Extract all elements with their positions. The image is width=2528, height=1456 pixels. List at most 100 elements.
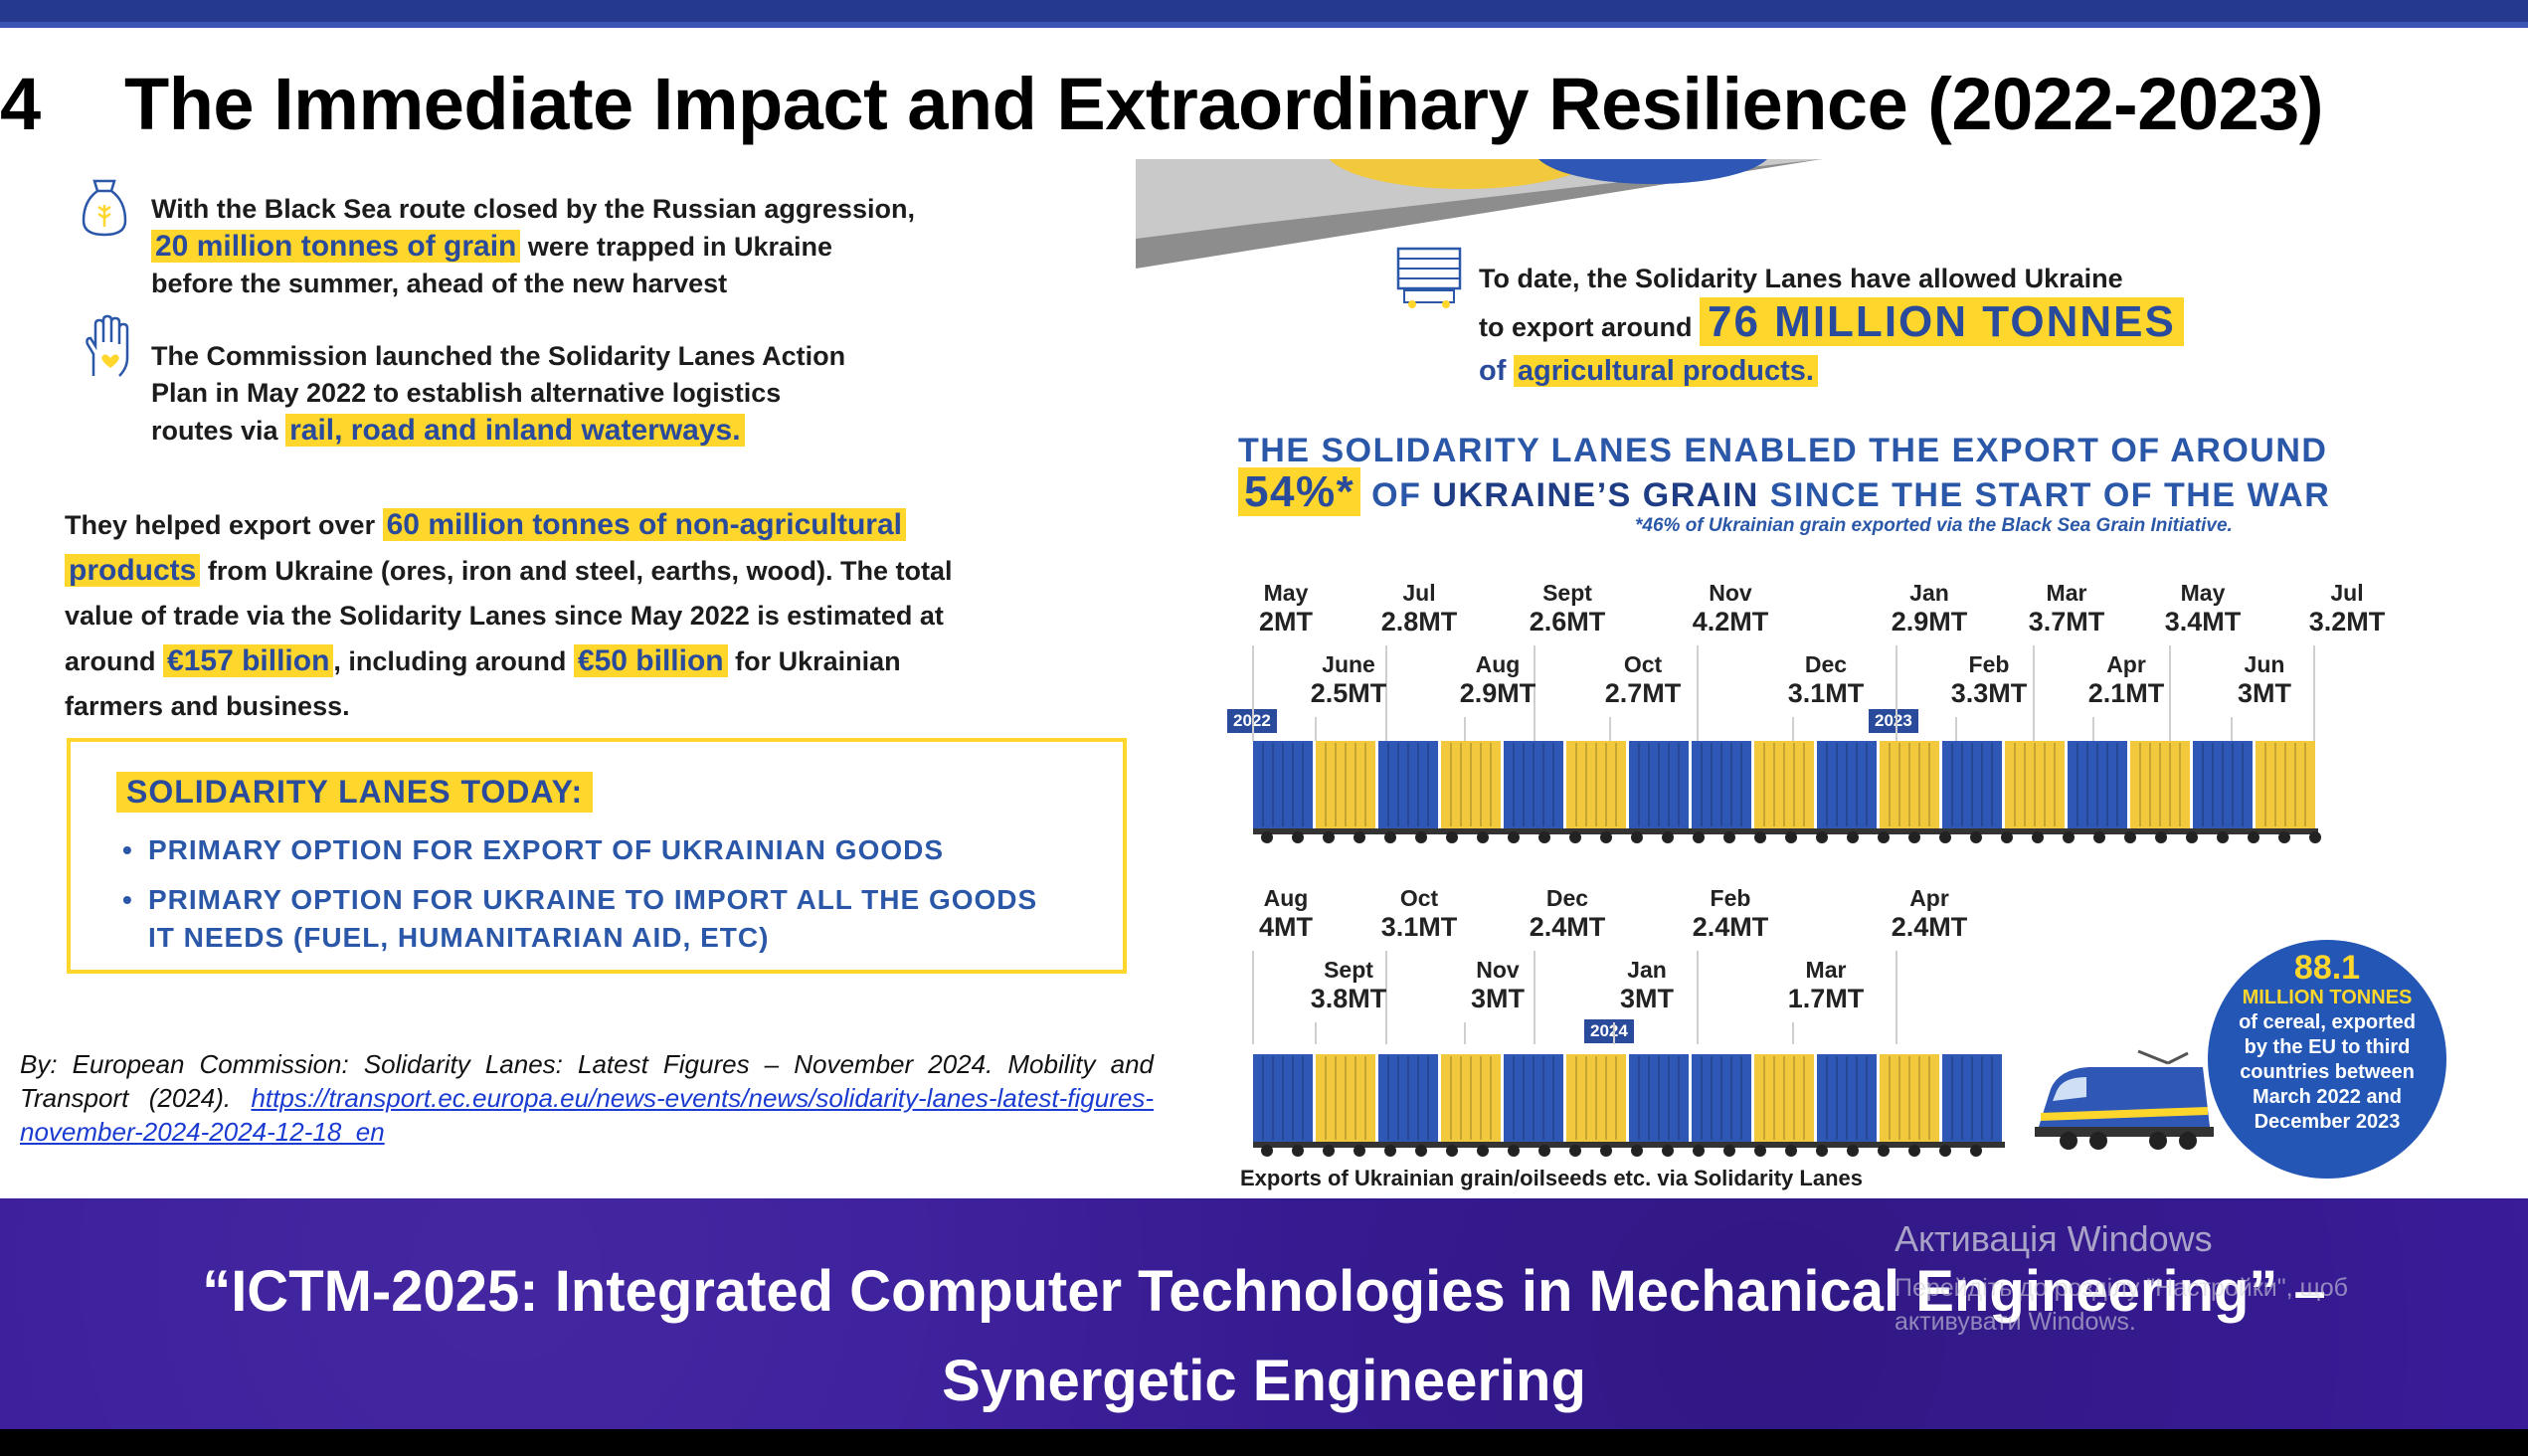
train-wheel	[1569, 831, 1581, 843]
container-car	[2068, 741, 2127, 828]
windows-activation-subtitle: Перейдіть до розділу "Настройки", щоб ак…	[1895, 1274, 2348, 1336]
timeline-month: Aug	[1263, 885, 1309, 911]
timeline-tick	[1315, 1022, 1317, 1044]
grain-sack-icon	[82, 179, 127, 237]
timeline-label: Feb 3.3MT	[1929, 651, 2049, 709]
train-wheel	[1384, 831, 1396, 843]
timeline-value: 3.4MT	[2164, 607, 2242, 637]
p3-highlight-157bn: €157 billion	[163, 644, 334, 677]
solidarity-lanes-today-box: SOLIDARITY LANES TODAY: PRIMARY OPTION F…	[67, 738, 1127, 974]
p2-line2: Plan in May 2022 to establish alternativ…	[151, 378, 782, 408]
container-car	[1316, 741, 1375, 828]
timeline-label: Jul 3.2MT	[2287, 580, 2407, 637]
container-car	[1817, 1054, 1877, 1142]
timeline-label: Jan 2.9MT	[1870, 580, 1989, 637]
train-wheel	[1816, 831, 1828, 843]
container-car	[1629, 1054, 1689, 1142]
timeline-month: June	[1322, 651, 1375, 677]
train-wheel	[1354, 831, 1365, 843]
bullet-import-line1: PRIMARY OPTION FOR UKRAINE TO IMPORT ALL…	[148, 884, 1038, 915]
train-wheel	[1970, 831, 1982, 843]
timeline-month: Jun	[2244, 651, 2285, 677]
train-wheel	[1970, 1145, 1982, 1157]
container-car	[1253, 1054, 1313, 1142]
train-chassis	[1253, 828, 2318, 834]
timeline-tick	[1252, 951, 1254, 1044]
timeline-tick	[2092, 717, 2094, 741]
eu-banner-graphic	[1136, 159, 1822, 269]
timeline-value: 2.8MT	[1380, 607, 1458, 637]
timeline-tick	[1955, 717, 1957, 741]
timeline-label: Aug 4MT	[1226, 885, 1346, 943]
conference-title-line2: Synergetic Engineering	[942, 1349, 1586, 1413]
year-badge-2022: 2022	[1227, 709, 1277, 733]
container-car	[1566, 1054, 1626, 1142]
timeline-month: Nov	[1476, 957, 1520, 983]
timeline-month: Apr	[1909, 885, 1949, 911]
timeline-tick	[1896, 645, 1897, 741]
train-wheel	[1816, 1145, 1828, 1157]
circle-text: MILLION TONNES of cereal, exported by th…	[2208, 986, 2446, 1135]
container-car	[1880, 1054, 1939, 1142]
timeline-month: May	[2180, 580, 2226, 606]
timeline-label: Sept 3.8MT	[1289, 957, 1408, 1014]
timeline-month: Mar	[2046, 580, 2087, 606]
timeline-label: Jan 3MT	[1587, 957, 1707, 1014]
p1-highlight: 20 million tonnes of grain	[151, 230, 521, 263]
slide-title: 4 The Immediate Impact and Extraordinary …	[0, 62, 2323, 146]
timeline-month: Dec	[1804, 651, 1848, 677]
headline-ukraine-grain: UKRAINE’S GRAIN	[1432, 476, 1759, 514]
train-wheel	[1662, 831, 1674, 843]
container-car	[2193, 741, 2253, 828]
citation-link[interactable]: https://transport.ec.europa.eu/news-even…	[20, 1083, 1154, 1147]
train-wheel	[1662, 1145, 1674, 1157]
conference-title-line1: “ICTM-2025: Integrated Computer Technolo…	[202, 1259, 2326, 1324]
p3-highlight-50bn: €50 billion	[573, 644, 728, 677]
bullet-export: PRIMARY OPTION FOR EXPORT OF UKRAINIAN G…	[122, 831, 1037, 869]
train-wheel	[1785, 831, 1797, 843]
export-76mt-highlight: 76 MILLION TONNES	[1700, 297, 2184, 346]
container-car	[1817, 741, 1877, 828]
container-car	[2005, 741, 2065, 828]
timeline-month: Mar	[1805, 957, 1847, 983]
paragraph-non-agri-exports: They helped export over 60 million tonne…	[65, 502, 960, 729]
timeline-value: 2.4MT	[1891, 912, 1968, 942]
timeline-label: Mar 1.7MT	[1766, 957, 1886, 1014]
train-wheel	[1354, 1145, 1365, 1157]
train-row-2	[1253, 1054, 2005, 1157]
timeline-label: May 3.4MT	[2143, 580, 2262, 637]
timeline-month: Sept	[1324, 957, 1373, 983]
circle-line3: by the EU to third	[2244, 1036, 2411, 1058]
timeline-tick	[1792, 717, 1794, 741]
windows-activation-title: Активація Windows	[1895, 1218, 2213, 1259]
timeline-tick	[1896, 951, 1897, 1044]
train-wheel	[1847, 831, 1859, 843]
bottom-bar	[0, 1429, 2528, 1456]
locomotive-icon	[2035, 1049, 2214, 1150]
export-line3: of agricultural products.	[1479, 349, 2184, 393]
p1-line2-rest: were trapped in Ukraine	[527, 232, 832, 262]
box-bullets: PRIMARY OPTION FOR EXPORT OF UKRAINIAN G…	[122, 831, 1037, 969]
p3-end: for Ukrainian farmers and business.	[65, 646, 901, 721]
timeline-month: Jan	[1909, 580, 1949, 606]
train-wheel	[2124, 831, 2136, 843]
circle-88-1-mt: 88.1 MILLION TONNES of cereal, exported …	[2208, 940, 2446, 1179]
timeline-label: Apr 2.1MT	[2067, 651, 2186, 709]
train-wheel	[1878, 831, 1890, 843]
timeline-label: Mar 3.7MT	[2007, 580, 2126, 637]
train-wheel	[1693, 1145, 1705, 1157]
timeline-label: Nov 4.2MT	[1671, 580, 1790, 637]
train-wheel	[1508, 831, 1520, 843]
timeline-value: 2.5MT	[1310, 678, 1387, 708]
export-line3-of: of	[1479, 355, 1507, 387]
timeline-value: 3.2MT	[2308, 607, 2386, 637]
timeline-label: Oct 3.1MT	[1359, 885, 1479, 943]
container-car	[1692, 741, 1751, 828]
container-car	[1378, 741, 1438, 828]
timeline-label: Apr 2.4MT	[1870, 885, 1989, 943]
circle-line6: December 2023	[2254, 1111, 2401, 1133]
timeline-tick	[1697, 645, 1699, 741]
timeline-value: 2.7MT	[1604, 678, 1682, 708]
container-car	[1566, 741, 1626, 828]
timeline-month: Jul	[1402, 580, 1436, 606]
